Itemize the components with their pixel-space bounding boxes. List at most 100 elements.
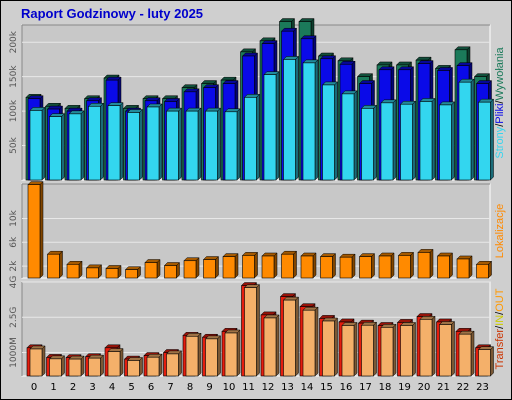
- pages-bar-side: [158, 103, 163, 181]
- sites-bar: [378, 255, 392, 279]
- x-tick-label: 7: [167, 382, 173, 393]
- sites-bar: [66, 264, 80, 279]
- pages-bar: [29, 110, 43, 181]
- transfer-in-bar-side: [236, 329, 241, 377]
- x-tick-label: 8: [187, 382, 193, 393]
- transfer-in-bar-side: [295, 296, 299, 377]
- x-tick-label: 18: [379, 382, 392, 393]
- transfer-in-bar-side: [392, 323, 397, 377]
- sites-bar: [144, 262, 158, 279]
- pages-bar: [205, 110, 218, 181]
- pages-bar-side: [470, 78, 475, 181]
- pages-bar-side: [295, 55, 299, 181]
- sites-bar-side: [215, 255, 219, 279]
- sites-bar: [203, 259, 216, 279]
- x-tick-label: 10: [223, 382, 236, 393]
- pages-bar-side: [41, 106, 46, 181]
- pages-bar: [322, 84, 335, 181]
- transfer-in-bar-side: [217, 335, 221, 377]
- transfer-in-bar-side: [61, 355, 65, 377]
- pages-bar-side: [197, 107, 202, 181]
- pages-bar: [400, 103, 413, 181]
- y-tick-label: 6k: [9, 236, 19, 248]
- x-tick-label: 17: [359, 382, 372, 393]
- panel-hits_files_pages: 50k 100k 150k 200k: [9, 17, 495, 181]
- pages-bar-side: [334, 81, 338, 181]
- y-tick-label: 2.5G: [9, 307, 19, 328]
- sites-bar: [125, 269, 138, 279]
- transfer-in-bar: [380, 327, 394, 377]
- sites-bar-side: [449, 252, 453, 279]
- transfer-in-bar: [322, 320, 335, 377]
- sites-bar-side: [234, 252, 239, 279]
- sites-bar-side: [351, 253, 356, 279]
- sites-bar: [398, 255, 411, 279]
- sites-bar-side: [273, 252, 278, 279]
- sites-bar-side: [390, 252, 395, 279]
- transfer-in-bar-side: [431, 315, 436, 377]
- panel-sites: 2k 6k 10k: [9, 180, 493, 279]
- right-label-transfer-part: IN: [494, 315, 506, 326]
- y-tick-label: 2k: [9, 260, 19, 272]
- transfer-in-bar: [263, 317, 277, 377]
- right-label-transfer: Transfer/IN/OUT: [494, 288, 506, 369]
- right-label-hits-files-pages-part: /: [494, 100, 506, 104]
- sites-bar: [437, 255, 450, 279]
- transfer-in-bar-side: [314, 306, 319, 377]
- sites-bar: [47, 253, 60, 279]
- x-tick-label: 15: [320, 382, 333, 393]
- transfer-in-bar-side: [178, 350, 182, 377]
- pages-bar-side: [139, 108, 143, 181]
- transfer-in-bar: [302, 309, 316, 377]
- right-label-hits-files-pages-part: Wywołania: [494, 47, 506, 101]
- transfer-in-bar: [341, 325, 355, 377]
- y-tick-label: 10k: [9, 209, 19, 226]
- transfer-in-bar: [146, 356, 160, 377]
- pages-bar-side: [431, 97, 436, 181]
- x-tick-label: 22: [457, 382, 470, 393]
- pages-bar-side: [275, 70, 280, 181]
- y-tick-label: 100k: [9, 99, 19, 122]
- transfer-in-bar: [478, 349, 491, 377]
- transfer-in-bar: [244, 287, 257, 377]
- sites-bar-side: [59, 250, 63, 279]
- right-label-transfer-part: /: [494, 325, 506, 329]
- pages-bar-side: [451, 101, 455, 181]
- pages-bar-side: [236, 108, 241, 181]
- sites-bar-side: [176, 261, 180, 279]
- transfer-in-bar: [29, 348, 43, 377]
- pages-bar: [458, 81, 472, 181]
- transfer-in-bar: [68, 358, 82, 377]
- sites-bar-side: [195, 257, 200, 279]
- sites-bar: [183, 260, 197, 279]
- transfer-in-bar: [458, 333, 472, 377]
- pages-bar: [185, 110, 199, 181]
- x-tick-label: 21: [437, 382, 450, 393]
- transfer-in-bar-side: [41, 345, 46, 377]
- sites-bar-side: [293, 250, 297, 279]
- pages-bar: [244, 97, 257, 181]
- sites-bar-side: [468, 255, 473, 279]
- x-tick-label: 1: [50, 382, 56, 393]
- panel-kbytes: 1000M 2.5G 4G: [9, 276, 495, 377]
- right-label-transfer-part: Transfer: [494, 329, 506, 370]
- pages-bar-side: [61, 113, 65, 181]
- sites-bar: [320, 256, 333, 279]
- transfer-in-bar: [88, 357, 101, 377]
- y-tick-label: 4G: [9, 276, 19, 289]
- pages-bar: [302, 62, 316, 181]
- pages-bar: [419, 101, 433, 181]
- transfer-in-bar-side: [256, 284, 260, 377]
- pages-bar-side: [373, 104, 377, 181]
- transfer-in-bar: [127, 360, 140, 377]
- sites-bar-side: [488, 260, 492, 279]
- x-tick-label: 14: [301, 382, 314, 393]
- right-label-sites-part: Lokalizacje: [494, 204, 506, 258]
- pages-bar-side: [412, 100, 416, 181]
- y-tick-label: 150k: [9, 65, 19, 88]
- sites-bar-side: [429, 248, 434, 279]
- sites-bar-side: [254, 251, 258, 279]
- x-tick-label: 19: [398, 382, 411, 393]
- right-label-transfer-part: OUT: [494, 288, 506, 312]
